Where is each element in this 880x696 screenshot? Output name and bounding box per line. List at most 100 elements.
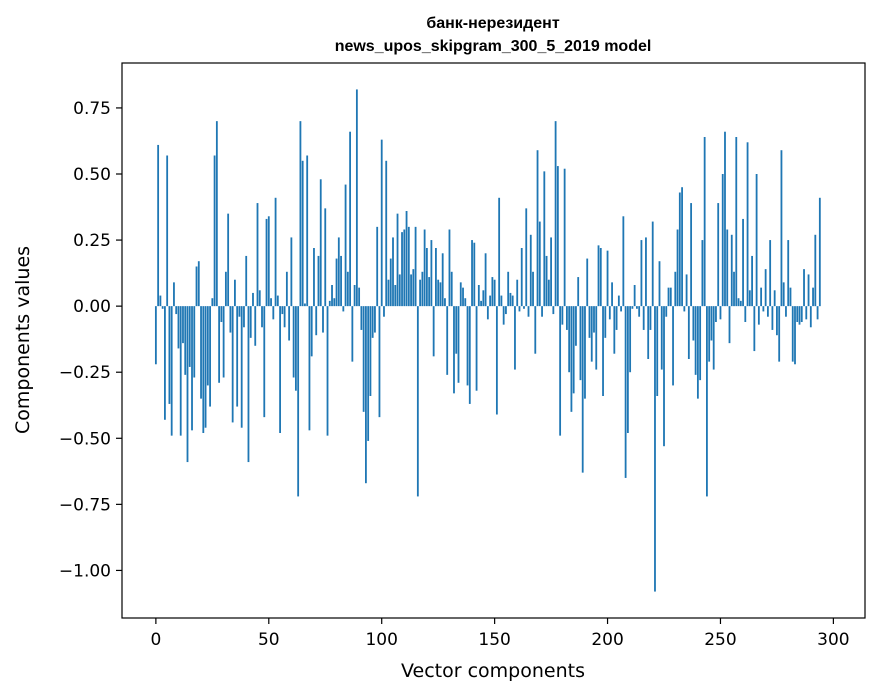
bar xyxy=(638,306,641,317)
bar xyxy=(238,306,241,317)
bar xyxy=(369,306,372,396)
bar xyxy=(351,306,354,362)
bar xyxy=(518,306,521,312)
bar xyxy=(597,245,600,307)
bar xyxy=(159,295,162,307)
bar xyxy=(313,248,315,307)
bar xyxy=(730,234,733,307)
bar xyxy=(581,306,584,473)
bar xyxy=(771,306,774,330)
bar xyxy=(209,306,211,407)
bar xyxy=(681,187,683,307)
bar xyxy=(708,306,711,362)
bar xyxy=(304,303,306,307)
bar xyxy=(577,277,580,307)
bar xyxy=(701,240,704,307)
bar xyxy=(636,306,638,309)
bar xyxy=(568,306,571,373)
bar xyxy=(204,306,207,428)
bar xyxy=(493,279,496,307)
x-axis-label: Vector components xyxy=(401,660,585,682)
bar xyxy=(425,248,428,307)
bar xyxy=(505,306,507,315)
bar xyxy=(186,306,189,463)
bar xyxy=(766,306,769,317)
bar xyxy=(724,131,726,307)
bar xyxy=(328,300,331,307)
bar xyxy=(448,229,451,307)
bar xyxy=(710,306,713,341)
bar xyxy=(543,171,546,307)
y-tick-label: −0.25 xyxy=(59,363,111,383)
bar xyxy=(430,240,433,307)
bar xyxy=(674,271,677,307)
bar xyxy=(584,306,586,399)
bar xyxy=(735,137,738,307)
x-tick-label: 0 xyxy=(150,630,161,650)
bar xyxy=(437,279,440,307)
bar xyxy=(261,306,263,328)
bar xyxy=(333,298,336,307)
bar xyxy=(168,306,171,404)
bar xyxy=(818,197,821,307)
bar xyxy=(595,306,598,370)
bar xyxy=(541,306,543,317)
bar xyxy=(520,248,523,307)
bar xyxy=(626,306,629,433)
bar xyxy=(489,295,492,307)
bar xyxy=(717,203,720,307)
bar xyxy=(629,306,632,373)
bar xyxy=(712,306,715,370)
bar xyxy=(405,211,408,307)
bar xyxy=(687,306,690,359)
bar xyxy=(342,306,345,312)
bar xyxy=(649,306,652,330)
bar xyxy=(297,306,300,497)
bar xyxy=(685,274,688,307)
bar xyxy=(773,290,776,307)
bar xyxy=(665,306,668,317)
bar xyxy=(392,237,394,307)
bar xyxy=(753,306,756,352)
bar xyxy=(703,137,706,307)
bar xyxy=(615,306,618,330)
bar xyxy=(288,306,291,341)
bar xyxy=(154,306,157,365)
bar xyxy=(362,306,365,412)
bar xyxy=(796,306,799,322)
bar xyxy=(326,306,329,436)
bar xyxy=(353,285,356,307)
bar xyxy=(633,285,636,307)
bar xyxy=(387,279,390,307)
bar xyxy=(556,166,559,307)
bar xyxy=(486,306,489,320)
bar xyxy=(428,277,431,307)
bar xyxy=(459,282,462,307)
y-tick-label: −1.00 xyxy=(59,561,111,581)
bar xyxy=(229,306,232,333)
bar xyxy=(175,306,178,315)
y-tick-label: 0.50 xyxy=(73,165,111,185)
bar xyxy=(807,274,810,307)
bar xyxy=(444,298,446,307)
bar xyxy=(272,306,275,320)
bar xyxy=(645,237,647,307)
bar xyxy=(570,306,573,412)
bar xyxy=(396,213,399,307)
y-tick-label: −0.75 xyxy=(59,495,111,515)
bar xyxy=(184,306,187,375)
bar xyxy=(211,298,214,307)
bar xyxy=(360,306,363,330)
bar xyxy=(805,306,808,320)
bar xyxy=(803,269,805,307)
bar xyxy=(561,306,564,325)
bar xyxy=(466,306,469,386)
bar xyxy=(166,155,169,307)
bar xyxy=(258,290,261,307)
bar xyxy=(565,306,568,330)
bar xyxy=(608,306,611,320)
bar xyxy=(306,155,309,307)
bar xyxy=(495,306,498,415)
bar xyxy=(213,155,216,307)
